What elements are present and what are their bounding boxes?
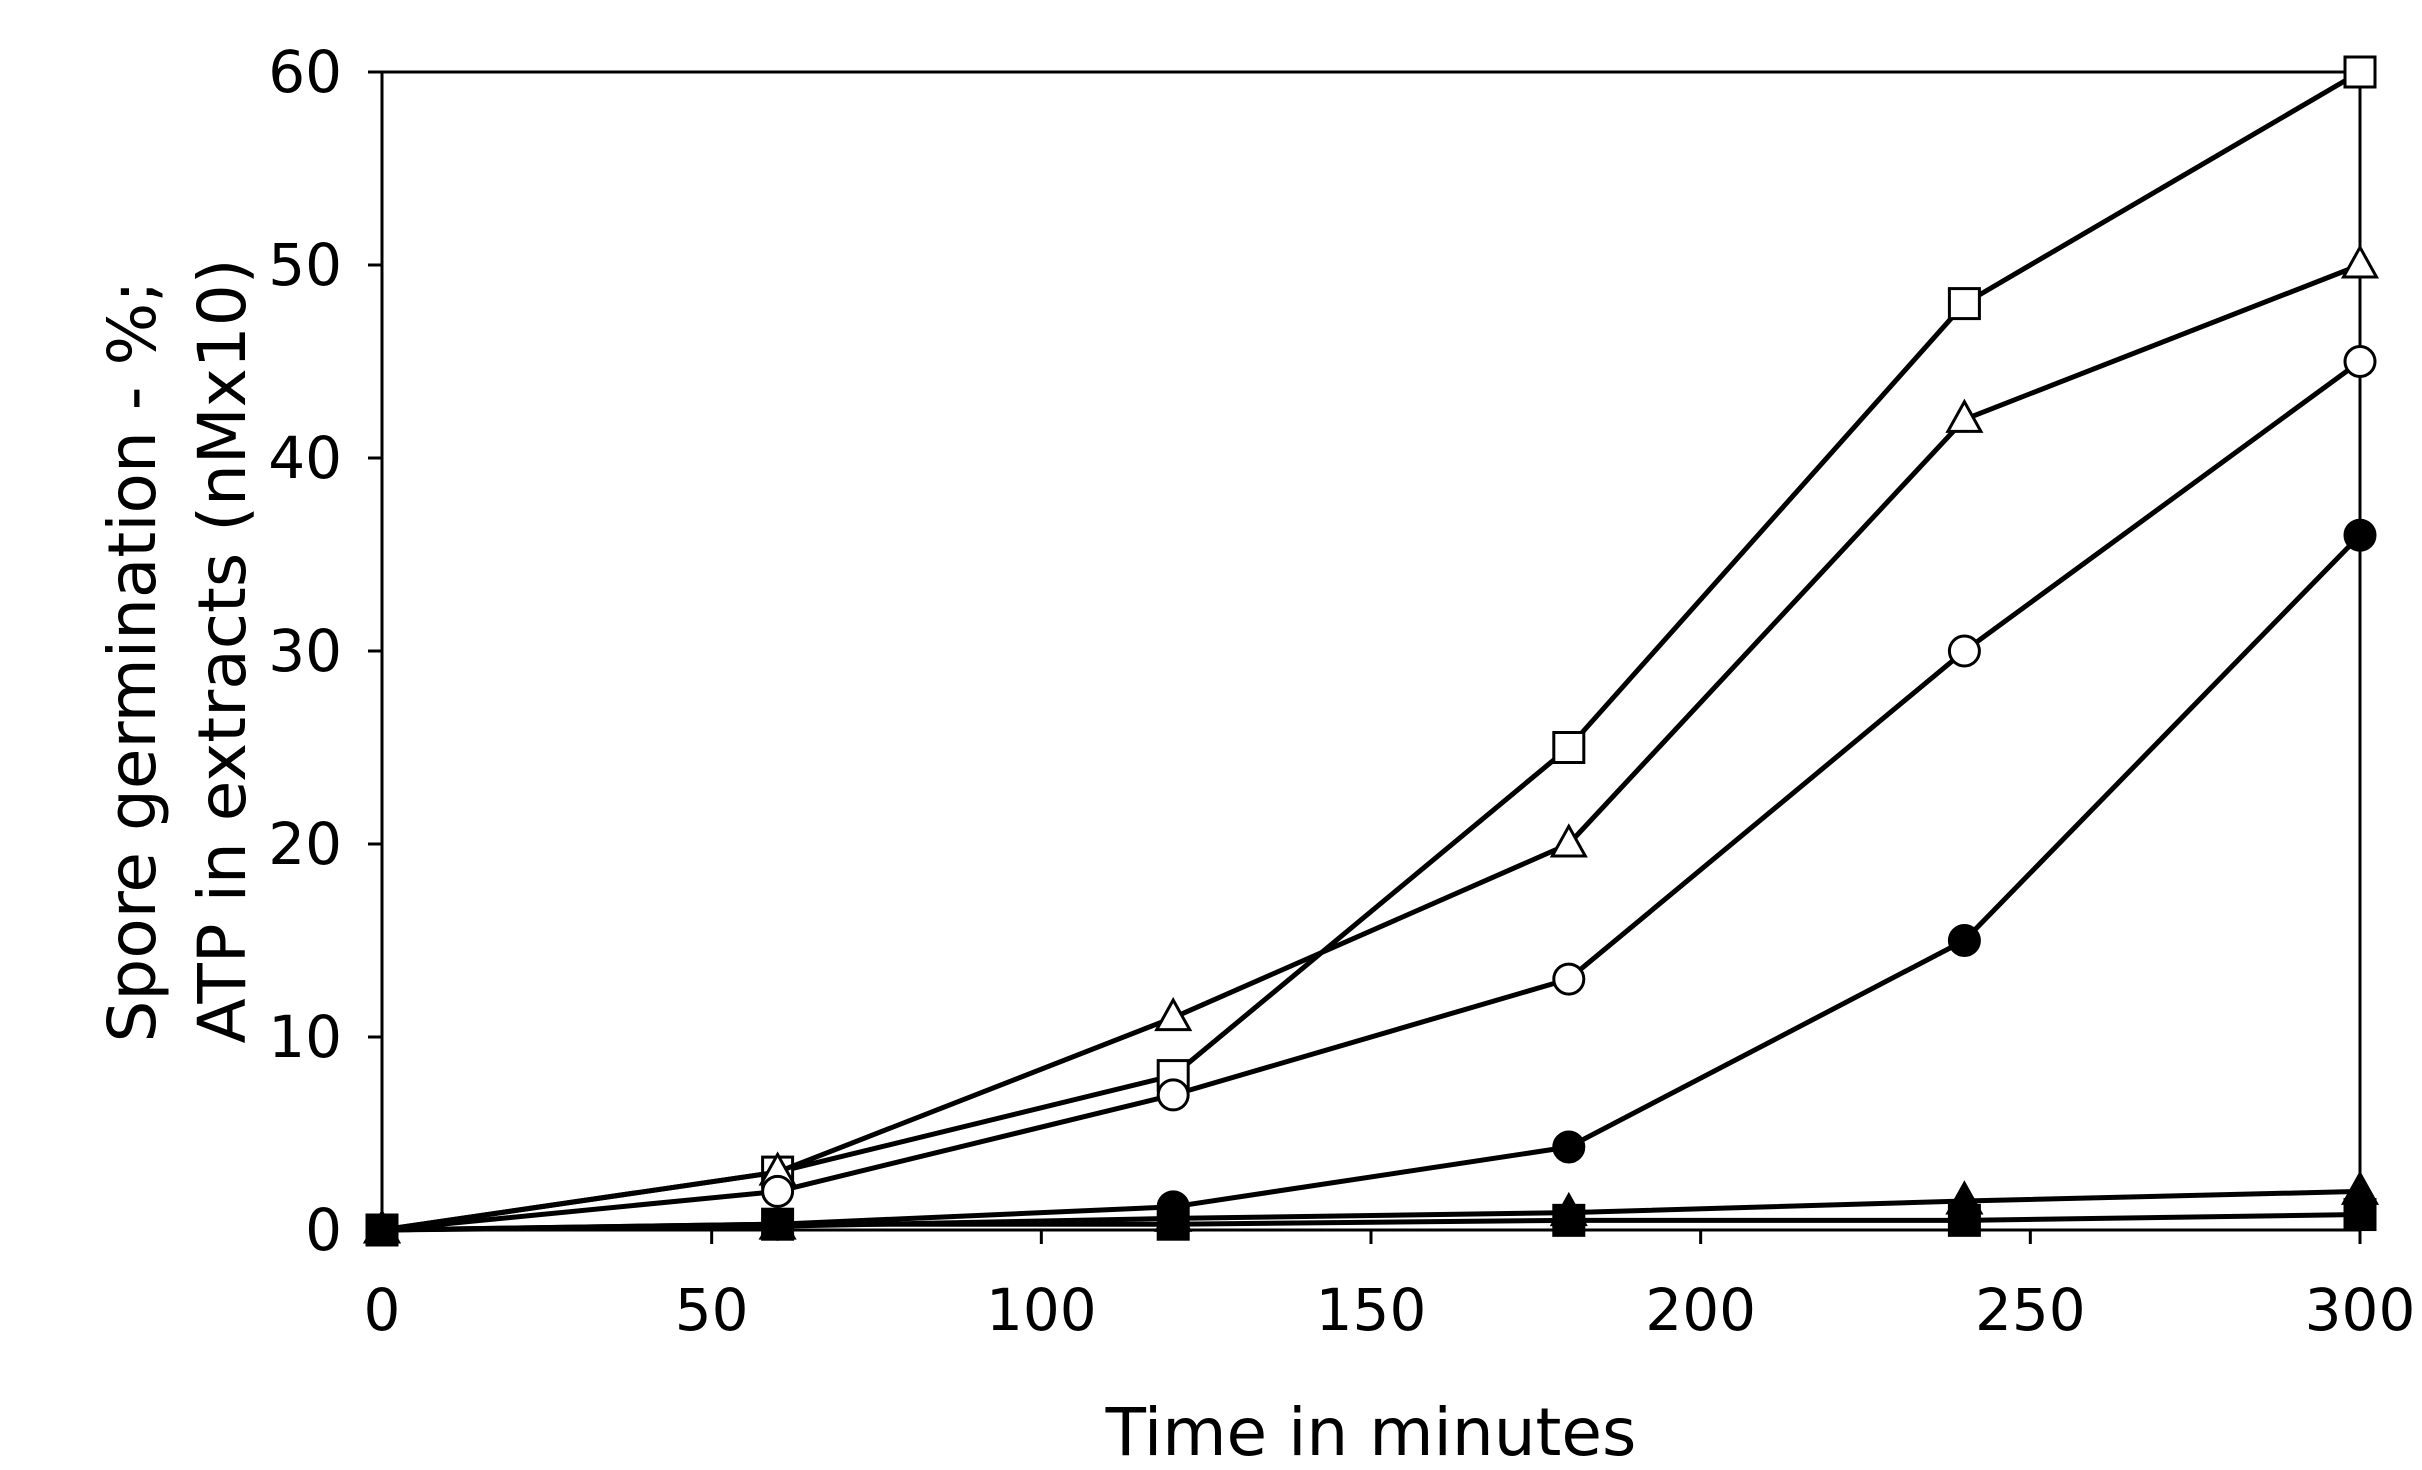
data-point-circle-open [1947,634,1981,668]
series-circle-open [365,345,2377,1247]
series-square-open [365,55,2377,1247]
series-layer [362,55,2380,1247]
data-point-square-filled [1156,1207,1190,1241]
data-point-square-open [1947,287,1981,321]
y-tick-label: 60 [268,38,342,106]
x-axis-title: Time in minutes [1105,1394,1637,1470]
y-tick-label: 0 [305,1196,342,1264]
x-tick-label: 100 [986,1276,1097,1344]
y-axis-title: Spore germination - %; ATP in extracts (… [94,258,261,1043]
x-tick-label: 250 [1975,1276,2086,1344]
data-point-circle-open [1156,1078,1190,1112]
y-axis: 0 10 20 30 40 50 60 [268,38,382,1264]
data-point-square-filled [365,1213,399,1247]
series-triangle-open [362,244,2380,1244]
y-tick-label: 10 [268,1003,342,1071]
data-point-circle-filled [1947,924,1981,957]
data-point-square-filled [1552,1203,1586,1237]
x-tick-label: 200 [1645,1276,1756,1344]
y-tick-label: 20 [268,810,342,878]
data-point-square-open [1552,731,1586,764]
y-axis-title-line-1: Spore germination - %; [94,281,171,1043]
data-point-circle-filled [1552,1130,1586,1164]
series-line [381,533,2362,1233]
data-point-triangle-open [2340,244,2380,279]
data-point-triangle-open [1154,996,1193,1032]
data-point-square-open [2343,55,2377,89]
data-point-circle-open [1552,962,1586,996]
series-line [381,1212,2361,1233]
y-tick-label: 30 [268,617,342,685]
x-tick-label: 0 [364,1276,401,1344]
x-tick-label: 150 [1316,1276,1427,1344]
series-circle-filled [365,518,2377,1247]
series-line [381,359,2362,1233]
y-tick-label: 40 [268,424,342,492]
data-point-square-filled [2343,1198,2377,1232]
series-line [381,69,2362,1233]
data-point-square-filled [1947,1203,1981,1237]
x-tick-label: 50 [675,1276,749,1344]
data-point-circle-filled [2343,518,2377,552]
data-point-triangle-open [1549,823,1588,858]
data-point-circle-open [761,1174,795,1208]
y-tick-label: 50 [268,231,342,299]
x-tick-label: 300 [2305,1276,2416,1344]
y-axis-title-line-2: ATP in extracts (nMx10) [184,258,261,1043]
series-line [381,262,2361,1233]
data-point-circle-open [2343,345,2377,378]
series-square-filled [365,1198,2377,1247]
x-axis: 0 50 100 150 200 250 300 [364,1230,2416,1344]
data-point-square-filled [761,1207,795,1241]
data-point-triangle-open [1945,398,1984,433]
